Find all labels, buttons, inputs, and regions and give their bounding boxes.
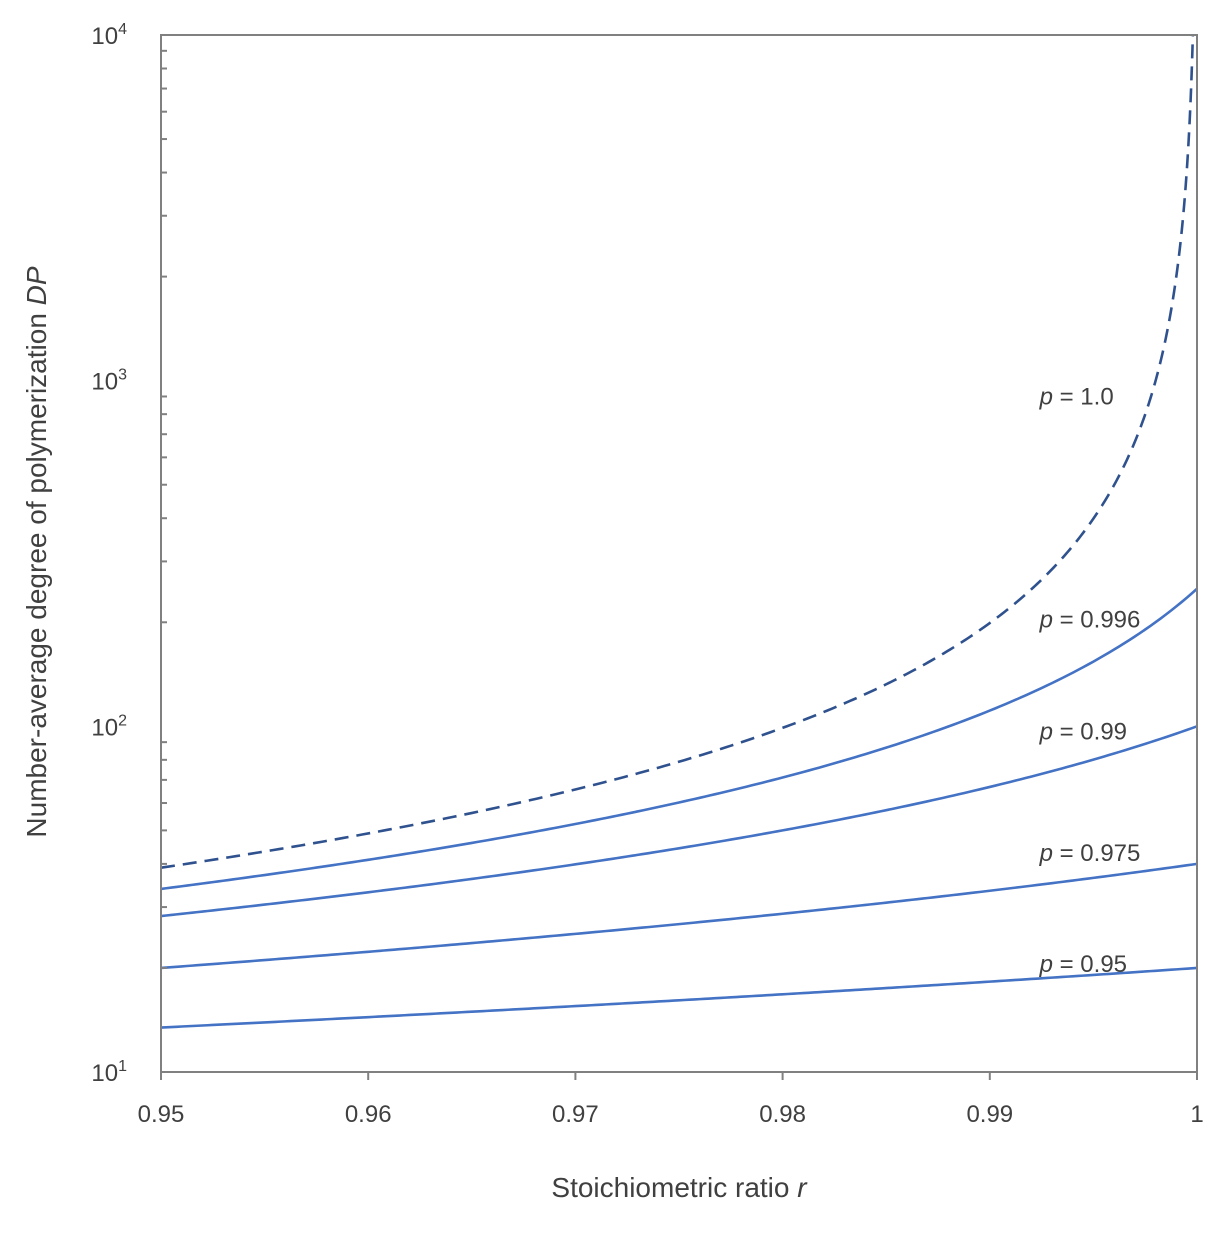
y-tick-label: 103 [91,367,127,396]
x-tick-label: 0.98 [759,1101,806,1128]
series-line [160,966,1198,1029]
series-labels: p = 1.0 p = 0.996 p = 0.99 p = 0.975 p = 0.9… [1039,383,1141,978]
series-label: p = 0.975 [1039,840,1141,867]
y-axis-title-var: DP [21,266,52,305]
series-label: p = 0.99 [1039,719,1127,746]
x-axis-ticks: 0.95 0.96 0.97 0.98 0.99 1 [138,1072,1204,1128]
x-tick-label: 1 [1190,1101,1203,1128]
series-label: p = 1.0 [1039,383,1114,410]
series-line [160,862,1198,970]
x-tick-label: 0.97 [552,1101,599,1128]
series-line [160,725,1198,918]
axes [160,34,1198,1073]
y-tick-label: 104 [91,21,127,50]
y-tick-label: 101 [91,1058,127,1087]
x-tick-label: 0.95 [138,1101,185,1128]
series-line [160,587,1198,891]
x-axis-title-var: r [797,1172,808,1203]
x-axis-title: Stoichiometric ratio r [551,1172,808,1203]
series-label: p = 0.996 [1039,606,1141,633]
series-line [160,34,1195,869]
y-axis-title: Number-average degree of polymerization … [21,266,52,838]
y-axis-ticks: 101 102 103 104 [91,21,127,1087]
series-label: p = 0.95 [1039,951,1127,978]
y-minor-ticks [161,49,167,969]
y-tick-label: 102 [91,712,127,741]
plot-area-border [160,34,1198,1073]
y-axis-title-text: Number-average degree of polymerization [21,313,52,838]
plot-marks [160,34,1198,1029]
x-tick-label: 0.99 [966,1101,1013,1128]
x-tick-label: 0.96 [345,1101,392,1128]
x-axis-title-text: Stoichiometric ratio [551,1172,789,1203]
